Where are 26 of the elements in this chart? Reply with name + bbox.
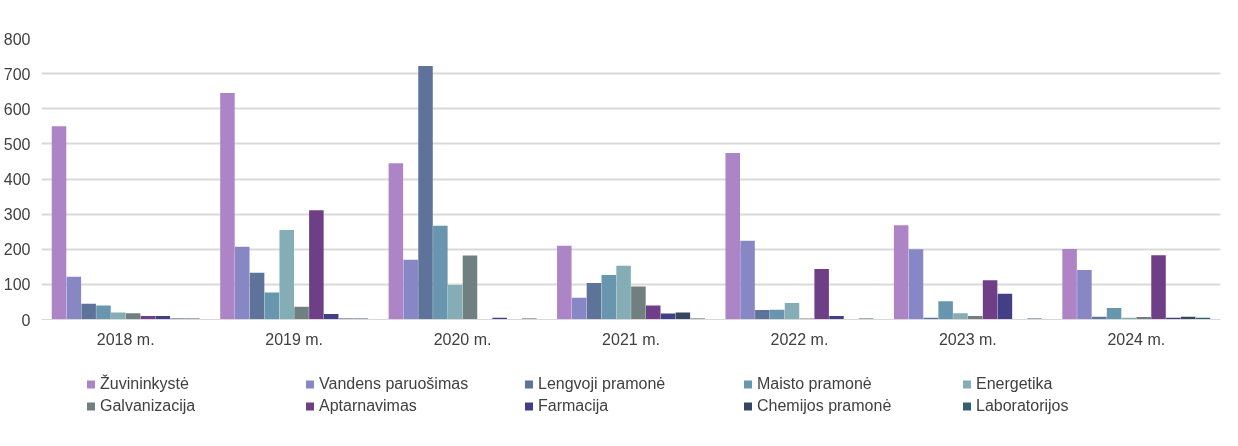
y-tick-label: 400 bbox=[3, 171, 31, 188]
y-tick-label: 800 bbox=[3, 30, 31, 48]
legend-label: Žuvininkystė bbox=[100, 375, 190, 393]
x-tick-label: 2020 m. bbox=[433, 330, 492, 348]
legend-label: Aptarnavimas bbox=[319, 397, 418, 415]
legend-label: Farmacija bbox=[538, 397, 610, 415]
y-tick-label: 0 bbox=[21, 311, 31, 329]
x-tick-label: 2024 m. bbox=[1107, 330, 1166, 348]
y-tick-label: 500 bbox=[3, 135, 31, 153]
y-tick-label: 600 bbox=[3, 100, 31, 118]
legend-label: Galvanizacija bbox=[100, 397, 197, 415]
legend-label: Chemijos pramonė bbox=[757, 397, 893, 415]
y-tick-label: 200 bbox=[3, 241, 31, 259]
legend-label: Lengvoji pramonė bbox=[538, 375, 667, 393]
legend-label: Laboratorijos bbox=[976, 397, 1070, 415]
x-tick-label: 2019 m. bbox=[265, 330, 324, 348]
x-tick-label: 2021 m. bbox=[602, 330, 660, 348]
legend-label: Vandens paruošimas bbox=[319, 375, 470, 393]
y-tick-label: 700 bbox=[3, 65, 31, 83]
x-tick-label: 2018 m. bbox=[96, 330, 155, 348]
x-tick-label: 2023 m. bbox=[938, 330, 997, 348]
y-tick-label: 100 bbox=[3, 276, 31, 294]
x-tick-label: 2022 m. bbox=[770, 330, 829, 348]
legend-label: Energetika bbox=[976, 375, 1054, 393]
legend-label: Maisto pramonė bbox=[757, 375, 873, 393]
y-tick-label: 300 bbox=[3, 206, 31, 224]
